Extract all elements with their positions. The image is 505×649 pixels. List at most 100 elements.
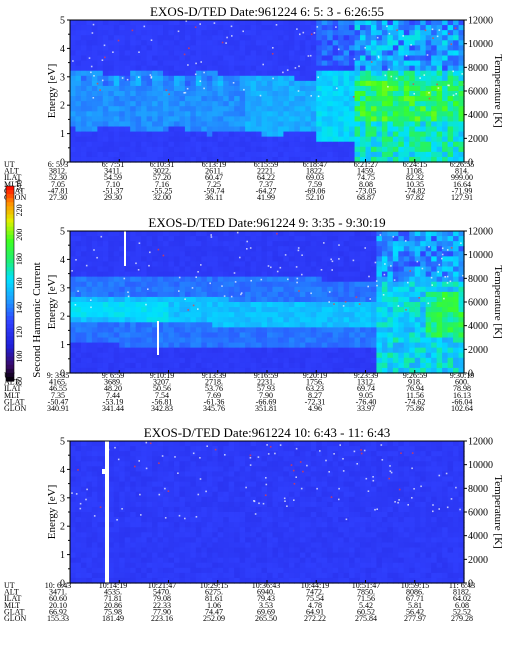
heatmap-cell [256,121,263,128]
heatmap-cell [261,317,268,323]
y-tick-label: 4 [60,44,65,55]
heatmap-cell [124,486,131,493]
heatmap-cell [108,562,115,569]
heatmap-cell [338,45,345,52]
heatmap-cell [146,337,153,344]
heatmap-cell [201,291,208,298]
heatmap-cell [431,271,438,278]
heatmap-cell [321,362,328,369]
heatmap-cell [135,302,142,308]
heatmap-cell [447,271,454,278]
heatmap-cell [327,266,334,273]
heatmap-cell [420,256,427,263]
heatmap-cell [420,236,427,242]
heatmap-cell [403,347,410,354]
heatmap-cell [223,296,230,303]
heatmap-cell [349,246,356,252]
heatmap-cell [409,60,416,67]
heatmap-cell [113,491,120,498]
heatmap-cell [338,367,345,374]
heatmap-cell [113,317,120,323]
heatmap-cell [113,542,120,549]
heatmap-cell [223,60,230,67]
heatmap-cell [321,327,328,334]
heatmap-cell [360,251,367,257]
heatmap-cell [75,347,82,354]
heatmap-cell [398,91,405,97]
heatmap-cell [392,20,399,26]
heatmap-cell [206,111,213,117]
heatmap-cell [97,501,104,508]
heatmap-cell [299,40,306,46]
heatmap-cell [256,256,263,263]
heatmap-cell [283,266,290,273]
heatmap-cell [130,60,137,67]
heatmap-cell [124,357,131,364]
heatmap-cell [184,362,191,369]
heatmap-cell [305,251,312,257]
heatmap-cell [392,40,399,46]
heatmap-cell [294,156,301,163]
heatmap-cell [173,271,181,278]
heatmap-cell [261,327,268,334]
heatmap-cell [206,307,213,313]
heatmap-cell [223,96,230,102]
heatmap-cell [420,85,427,92]
heatmap-cell [431,151,438,158]
noise-dot [240,292,243,294]
heatmap-cell [310,136,317,143]
heatmap-cell [141,542,148,549]
heatmap-cell [420,156,427,163]
heatmap-cell [108,111,115,117]
heatmap-cell [75,496,82,503]
heatmap-cell [80,241,88,247]
heatmap-cell [442,281,449,288]
heatmap-cell [349,50,356,57]
heatmap-cell [75,30,82,36]
heatmap-cell [365,236,372,242]
heatmap-cell [86,522,93,528]
noise-dot [262,63,264,66]
heatmap-cell [414,266,421,273]
heatmap-cell [163,506,170,513]
heatmap-cell [179,342,186,349]
heatmap-cell [261,30,268,36]
heatmap-cell [195,332,202,339]
heatmap-cell [168,327,175,334]
heatmap-cell [453,35,460,41]
heatmap-cell [425,116,432,123]
table-row-label: MLT [4,391,20,400]
heatmap-cell [201,55,208,62]
heatmap-cell [184,80,191,87]
y-tick-label: 1 [60,340,65,351]
heatmap-cell [217,55,224,62]
heatmap-cell [250,327,257,334]
heatmap-cell [431,332,438,339]
heatmap-cell [108,75,115,82]
heatmap-cell [338,332,345,339]
heatmap-cell [305,91,312,97]
heatmap-cell [442,296,449,303]
heatmap-cell [141,20,148,26]
heatmap-cell [316,231,323,237]
heatmap-cell [201,312,208,318]
heatmap-cell [223,30,230,36]
heatmap-cell [119,136,126,143]
heatmap-cell [277,25,285,31]
heatmap-cell [212,362,219,369]
heatmap-cell [409,266,416,273]
noise-dot [272,47,274,49]
heatmap-cell [173,131,181,138]
noise-dot [376,36,379,39]
heatmap-cell [365,91,372,97]
heatmap-cell [234,322,241,328]
heatmap-cell [152,522,159,528]
heatmap-cell [130,496,137,503]
heatmap-cell [113,466,120,473]
heatmap-cell [387,286,394,293]
heatmap-cell [75,307,82,313]
heatmap-cell [436,85,443,92]
heatmap-cell [272,96,279,102]
heatmap-cell [294,312,301,318]
heatmap-cell [294,231,301,237]
